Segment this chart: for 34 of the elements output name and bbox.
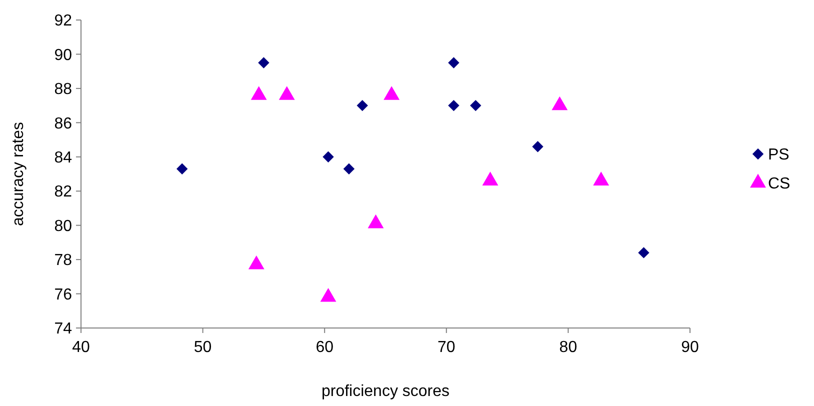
y-tick-label: 90	[54, 46, 72, 64]
legend-label: PS	[768, 146, 790, 164]
point	[448, 100, 460, 112]
y-axis-title: accuracy rates	[10, 122, 27, 226]
point	[322, 151, 334, 162]
y-tick-label: 88	[54, 81, 72, 98]
point	[176, 163, 188, 174]
y-tick-label: 84	[54, 149, 72, 166]
point	[258, 57, 270, 68]
point	[320, 288, 336, 302]
y-tick-label: 82	[54, 184, 72, 201]
x-tick-label: 90	[681, 339, 699, 356]
y-tick-label: 74	[54, 320, 72, 338]
x-tick-label: 50	[194, 339, 212, 356]
point	[470, 100, 482, 112]
point	[368, 214, 384, 228]
point	[248, 255, 264, 270]
legend-label: CS	[768, 176, 790, 193]
x-tick-label: 80	[559, 339, 578, 356]
x-tick-label: 60	[316, 339, 334, 356]
y-tick-label: 78	[54, 252, 72, 270]
y-tick-label: 92	[54, 12, 72, 30]
x-axis-title: proficiency scores	[321, 383, 450, 400]
point	[356, 100, 368, 112]
y-tick-label: 86	[54, 115, 72, 132]
point	[532, 141, 544, 152]
point	[448, 57, 460, 68]
y-tick-label: 80	[54, 218, 72, 235]
x-tick-label: 40	[72, 339, 90, 356]
y-tick-label: 76	[54, 286, 72, 304]
point	[343, 163, 355, 174]
point	[482, 172, 498, 186]
x-tick-label: 70	[438, 339, 456, 356]
point	[593, 172, 610, 186]
